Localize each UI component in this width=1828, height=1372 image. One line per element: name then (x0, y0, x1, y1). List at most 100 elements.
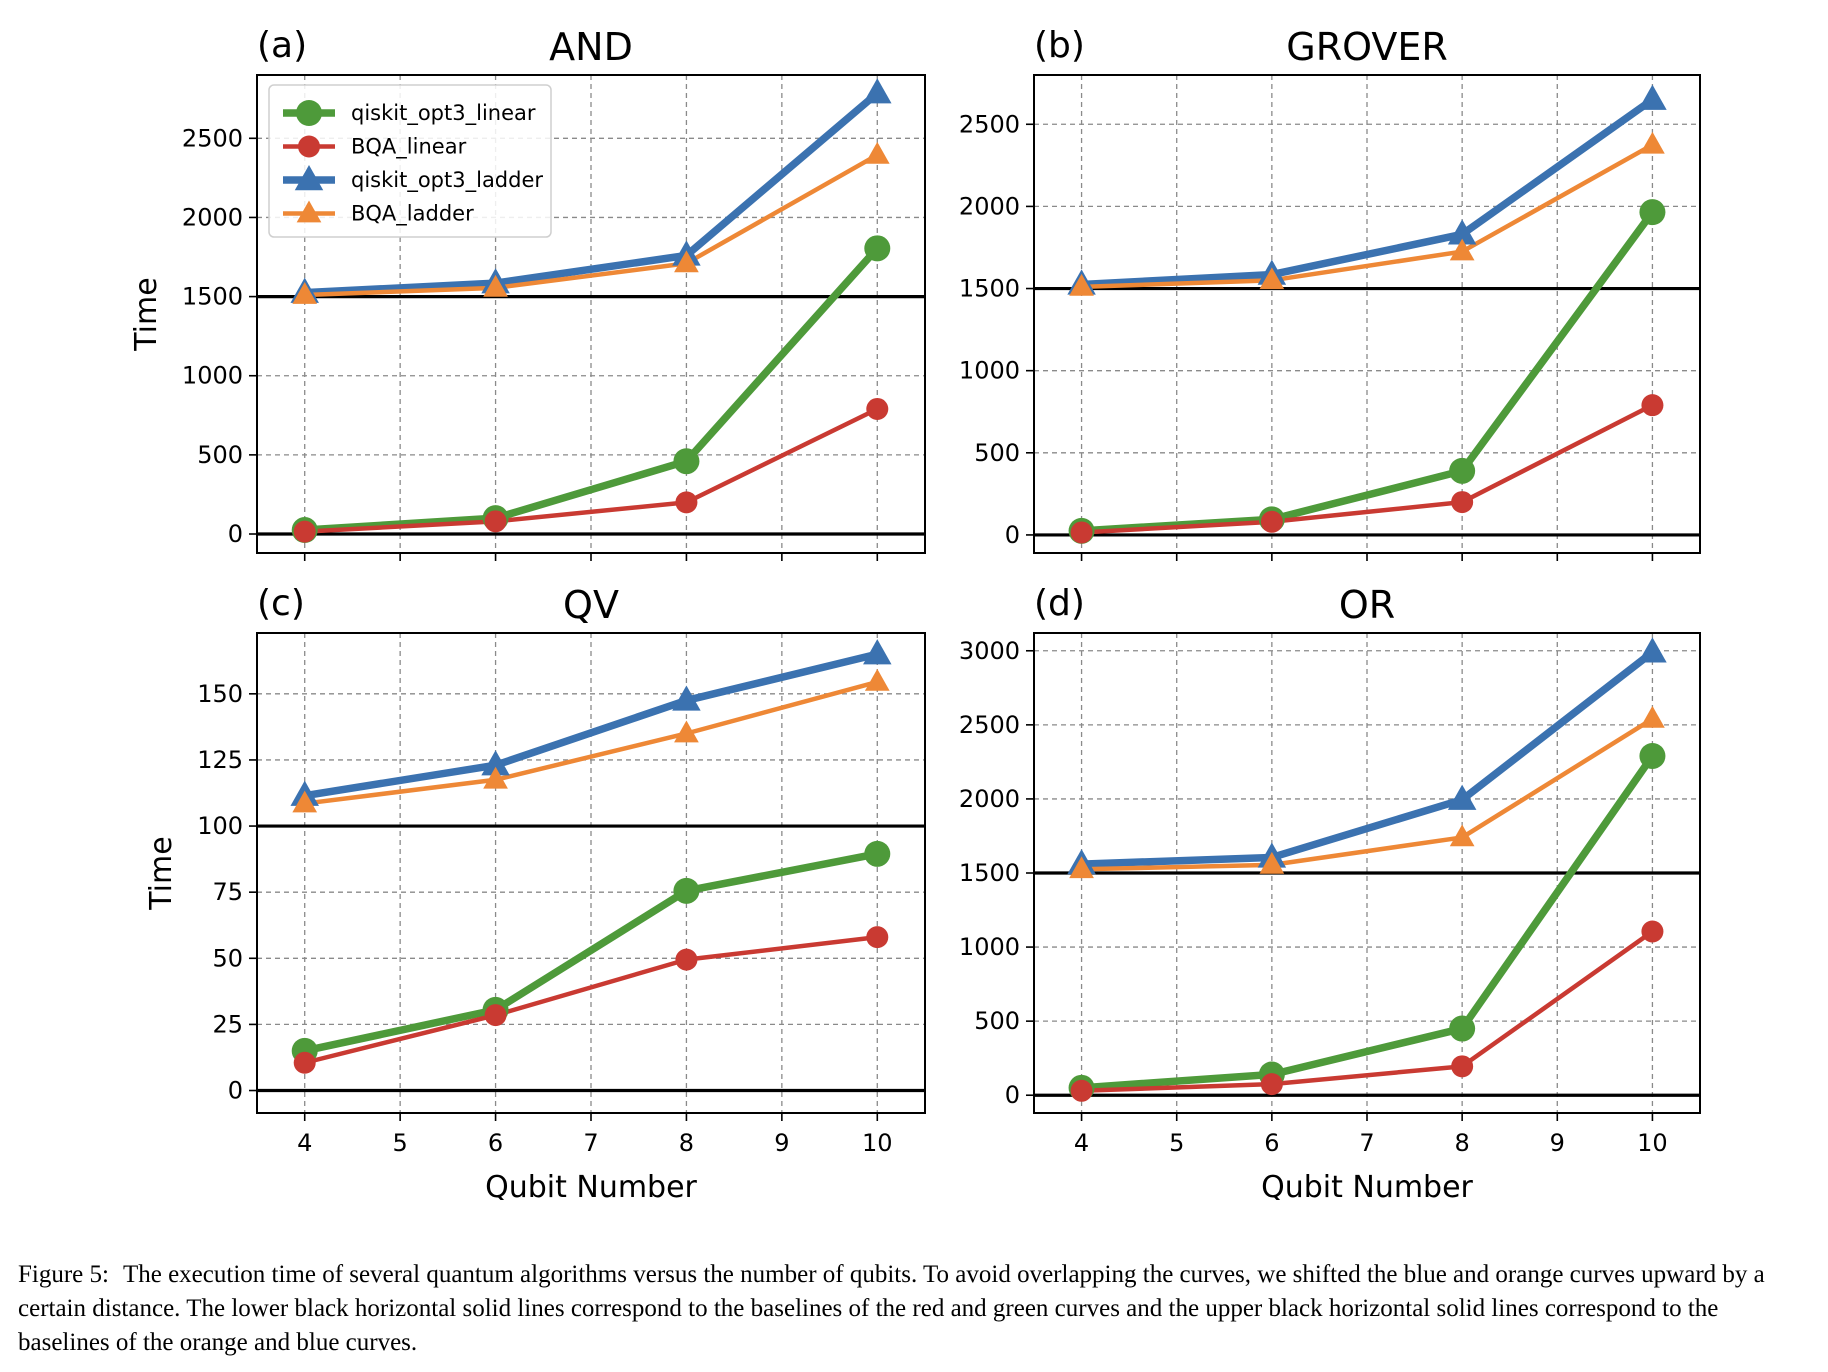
x-tick-label: 10 (862, 1129, 893, 1157)
data-point-bqa-ladder (864, 668, 890, 691)
y-tick-label: 0 (1005, 521, 1020, 549)
data-point-bqa-linear (484, 1004, 507, 1027)
data-point-qiskit-opt3-ladder (481, 750, 510, 776)
series-group (290, 78, 892, 544)
data-point-bqa-linear (1451, 491, 1474, 514)
y-tick-label: 125 (197, 746, 243, 774)
y-tick-label: 2000 (959, 192, 1020, 220)
data-point-bqa-linear (1260, 1073, 1283, 1096)
y-tick-label: 2500 (182, 124, 243, 152)
data-point-bqa-linear (675, 491, 698, 514)
x-tick-label: 4 (1074, 1129, 1089, 1157)
y-tick-label: 0 (228, 520, 243, 548)
x-tick-label: 10 (1637, 1129, 1668, 1157)
data-point-bqa-linear (1260, 510, 1283, 533)
y-tick-label: 2500 (959, 110, 1020, 138)
data-point-bqa-linear (675, 948, 698, 971)
y-tick-label: 1000 (959, 933, 1020, 961)
data-point-bqa-ladder (1069, 856, 1094, 879)
data-point-bqa-linear (1070, 1079, 1093, 1102)
panel-letter: (c) (257, 583, 305, 624)
x-tick-label: 6 (1264, 1129, 1279, 1157)
caption-label: Figure 5: (18, 1261, 109, 1288)
panel-title: GROVER (1286, 25, 1448, 69)
y-tick-label: 50 (212, 944, 243, 972)
data-point-qiskit-opt3-linear (1639, 199, 1666, 226)
data-point-bqa-linear (1641, 920, 1664, 943)
series-line-bqa-linear (304, 934, 878, 1065)
series-group (290, 639, 892, 1074)
x-tick-label: 9 (774, 1129, 789, 1157)
x-axis-label: Qubit Number (1261, 1170, 1473, 1200)
data-point-bqa-ladder (1449, 238, 1475, 261)
caption-text: The execution time of several quantum al… (18, 1261, 1765, 1356)
x-tick-label: 8 (1455, 1129, 1470, 1157)
x-axis-label: Qubit Number (485, 1170, 697, 1200)
data-point-bqa-ladder (292, 282, 318, 304)
data-point-bqa-ladder (483, 274, 508, 297)
figure-caption: Figure 5: The execution time of several q… (18, 1258, 1808, 1360)
series-line-qiskit-opt3-linear (303, 850, 878, 1055)
y-tick-label: 150 (197, 680, 243, 708)
legend-label: BQA_linear (351, 135, 467, 160)
series-line-qiskit-opt3-ladder (304, 650, 879, 800)
series-line-bqa-ladder (1081, 717, 1654, 872)
data-point-bqa-linear (1070, 521, 1093, 544)
data-point-qiskit-opt3-linear (1639, 742, 1666, 769)
data-point-qiskit-opt3-ladder (863, 78, 892, 104)
figure: 05001000150020002500TimeAND(a)qiskit_opt… (129, 25, 1701, 1200)
data-point-bqa-ladder (864, 141, 890, 164)
series-line-bqa-ladder (1081, 142, 1654, 290)
data-point-bqa-linear (1641, 394, 1664, 417)
chart-panel-grover: 0 500 1000 1500 2000 2500 GROVER (b) (959, 25, 1701, 561)
data-point-bqa-linear (1451, 1055, 1474, 1078)
series-line-bqa-linear (1081, 403, 1654, 535)
data-point-qiskit-opt3-linear (1449, 457, 1476, 484)
data-point-qiskit-opt3-linear (673, 877, 700, 904)
chart-panel-and: 0 500 1000 1500 2000 2500 Time AND (a) qiskit_opt… (129, 25, 926, 561)
data-point-bqa-ladder (1069, 273, 1094, 296)
legend-box (268, 84, 552, 238)
panel-title: AND (549, 25, 633, 69)
x-tick-label: 8 (679, 1129, 694, 1157)
panel-letter: (b) (1034, 25, 1085, 66)
y-tick-label: 500 (197, 441, 243, 469)
panel-letter: (a) (257, 25, 307, 66)
data-point-bqa-ladder (1640, 131, 1665, 154)
y-axis-label: Time (144, 836, 179, 910)
series-line-bqa-ladder (304, 679, 878, 806)
data-point-qiskit-opt3-linear (1449, 1015, 1476, 1042)
legend-label: BQA_ladder (351, 202, 474, 227)
series-line-qiskit-opt3-ladder (1081, 649, 1655, 868)
data-point-bqa-ladder (1640, 705, 1665, 728)
data-point-qiskit-opt3-linear (673, 448, 700, 475)
series-line-qiskit-opt3-ladder (1081, 96, 1655, 289)
y-tick-label: 75 (212, 878, 243, 906)
legend-marker (294, 165, 324, 191)
series-line-bqa-ladder (304, 152, 879, 298)
data-point-bqa-linear (866, 397, 889, 420)
data-point-bqa-ladder (483, 766, 508, 789)
data-point-bqa-ladder (292, 790, 318, 813)
y-tick-label: 100 (197, 812, 243, 840)
legend-marker (298, 135, 320, 158)
series-group (1067, 637, 1667, 1102)
y-tick-label: 500 (974, 1007, 1020, 1035)
x-tick-label: 5 (393, 1129, 408, 1157)
y-tick-label: 2000 (959, 785, 1020, 813)
data-point-qiskit-opt3-ladder (1638, 637, 1667, 663)
x-tick-label: 9 (1550, 1129, 1565, 1157)
y-tick-label: 2000 (182, 203, 243, 231)
y-tick-label: 500 (974, 439, 1020, 467)
y-tick-label: 25 (212, 1010, 243, 1038)
data-point-bqa-ladder (674, 720, 699, 743)
data-point-qiskit-opt3-ladder (1447, 784, 1477, 810)
y-tick-label: 1500 (182, 283, 243, 311)
data-point-bqa-ladder (674, 250, 699, 273)
data-point-bqa-linear (293, 520, 316, 543)
panel-title: OR (1339, 583, 1395, 627)
y-tick-label: 1000 (182, 362, 243, 390)
x-tick-label: 4 (297, 1129, 312, 1157)
data-point-qiskit-opt3-ladder (1638, 84, 1667, 110)
